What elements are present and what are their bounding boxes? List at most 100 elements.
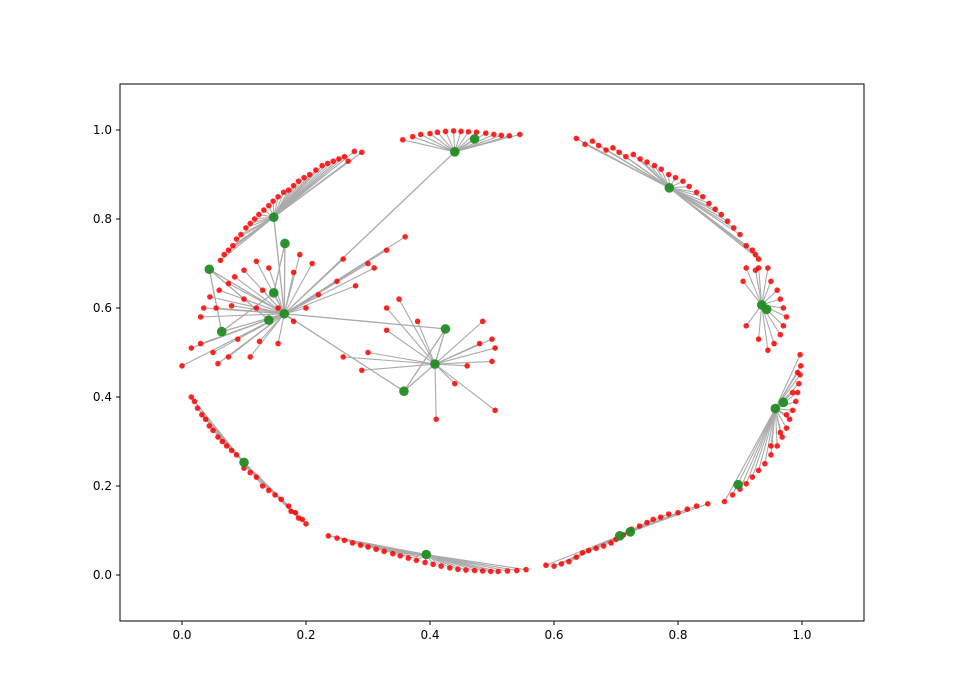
leaf-node (483, 130, 489, 136)
graph-edge (412, 136, 455, 153)
leaf-node (266, 487, 272, 494)
hub-link-edge (273, 243, 286, 294)
leaf-node (794, 389, 801, 396)
leaf-node (465, 128, 472, 135)
leaf-node (396, 296, 402, 302)
x-tick-label-2: 0.4 (420, 628, 439, 642)
hub-link-edge (283, 313, 405, 392)
leaf-node (288, 508, 294, 515)
leaf-node (777, 296, 784, 302)
leaf-node (479, 568, 486, 574)
leaf-node (315, 291, 322, 298)
y-tick-label-3: 0.6 (93, 301, 112, 315)
leaf-node (636, 523, 643, 529)
leaf-node (278, 496, 285, 503)
leaf-node (755, 467, 762, 474)
leaf-node (650, 516, 656, 523)
hub-node (614, 531, 625, 541)
graph-edge (398, 298, 436, 365)
leaf-node (762, 460, 768, 467)
leaf-node (413, 557, 420, 564)
hub-node (204, 264, 215, 275)
hub-link-edge (273, 217, 285, 314)
leaf-node (325, 533, 332, 539)
leaf-node (352, 282, 359, 289)
leaf-node (256, 338, 263, 345)
leaf-node (797, 363, 804, 369)
hub-node (625, 527, 636, 537)
leaf-node (523, 566, 529, 573)
leaf-node (383, 327, 390, 334)
graph-edge (220, 216, 275, 261)
graph-edge (742, 280, 763, 306)
graph-edge (605, 149, 670, 189)
leaf-node (492, 407, 498, 414)
leaf-node (259, 483, 266, 489)
graph-edge (284, 267, 375, 315)
leaf-node (228, 447, 235, 454)
leaf-node (793, 398, 799, 405)
leaf-node (774, 443, 780, 449)
leaf-node (777, 331, 784, 338)
graph-edge (434, 320, 484, 365)
graph-edge (646, 161, 670, 189)
leaf-node (768, 452, 774, 458)
graph-edge (434, 338, 493, 365)
leaf-node (777, 429, 784, 436)
leaf-node (743, 242, 749, 249)
graph-edge (262, 289, 285, 315)
graph-edge (724, 408, 776, 502)
graph-edge (764, 408, 776, 464)
leaf-node (319, 162, 325, 169)
graph-edge (417, 321, 436, 365)
leaf-node (306, 171, 313, 178)
graph-edge (751, 408, 776, 478)
leaf-node (442, 128, 449, 135)
graph-edge (739, 408, 776, 490)
leaf-node (365, 349, 371, 356)
leaf-node (390, 550, 396, 557)
leaf-node (608, 540, 614, 546)
leaf-node (221, 251, 227, 258)
leaf-node (752, 251, 759, 258)
leaf-node (247, 354, 253, 360)
graph-edge (228, 283, 285, 315)
leaf-node (458, 128, 464, 135)
graph-edge (402, 139, 455, 153)
leaf-node (573, 554, 580, 560)
leaf-node (275, 340, 281, 347)
leaf-node (235, 336, 241, 342)
graph-edge (758, 267, 763, 305)
leaf-node (303, 305, 309, 311)
leaf-node (280, 189, 287, 196)
hub-node (761, 304, 772, 315)
leaf-node (231, 274, 238, 280)
leaf-node (345, 158, 351, 164)
y-axis: 0.0 0.2 0.4 0.6 0.8 1.0 (93, 123, 120, 582)
leaf-node (506, 132, 513, 139)
graph-edge (283, 272, 295, 314)
hub-link-edge (403, 363, 436, 392)
hub-node (778, 397, 789, 408)
hub-node (239, 457, 249, 468)
leaf-node (693, 503, 700, 509)
leaf-node (755, 265, 762, 271)
leaf-node (582, 141, 588, 148)
leaf-node (455, 566, 461, 573)
leaf-node (517, 131, 523, 138)
leaf-node (399, 136, 406, 143)
graph-edge (454, 132, 487, 153)
leaf-node (285, 187, 292, 193)
leaf-node (340, 354, 347, 360)
leaf-node (783, 314, 790, 320)
hub-node (469, 134, 480, 144)
leaf-node (743, 265, 749, 271)
leaf-node (215, 360, 221, 367)
leaf-node (489, 336, 495, 342)
leaf-node (749, 247, 756, 253)
leaf-node (206, 423, 213, 429)
graph-edge (745, 408, 776, 484)
leaf-node (290, 182, 297, 189)
leaf-node (434, 129, 441, 136)
